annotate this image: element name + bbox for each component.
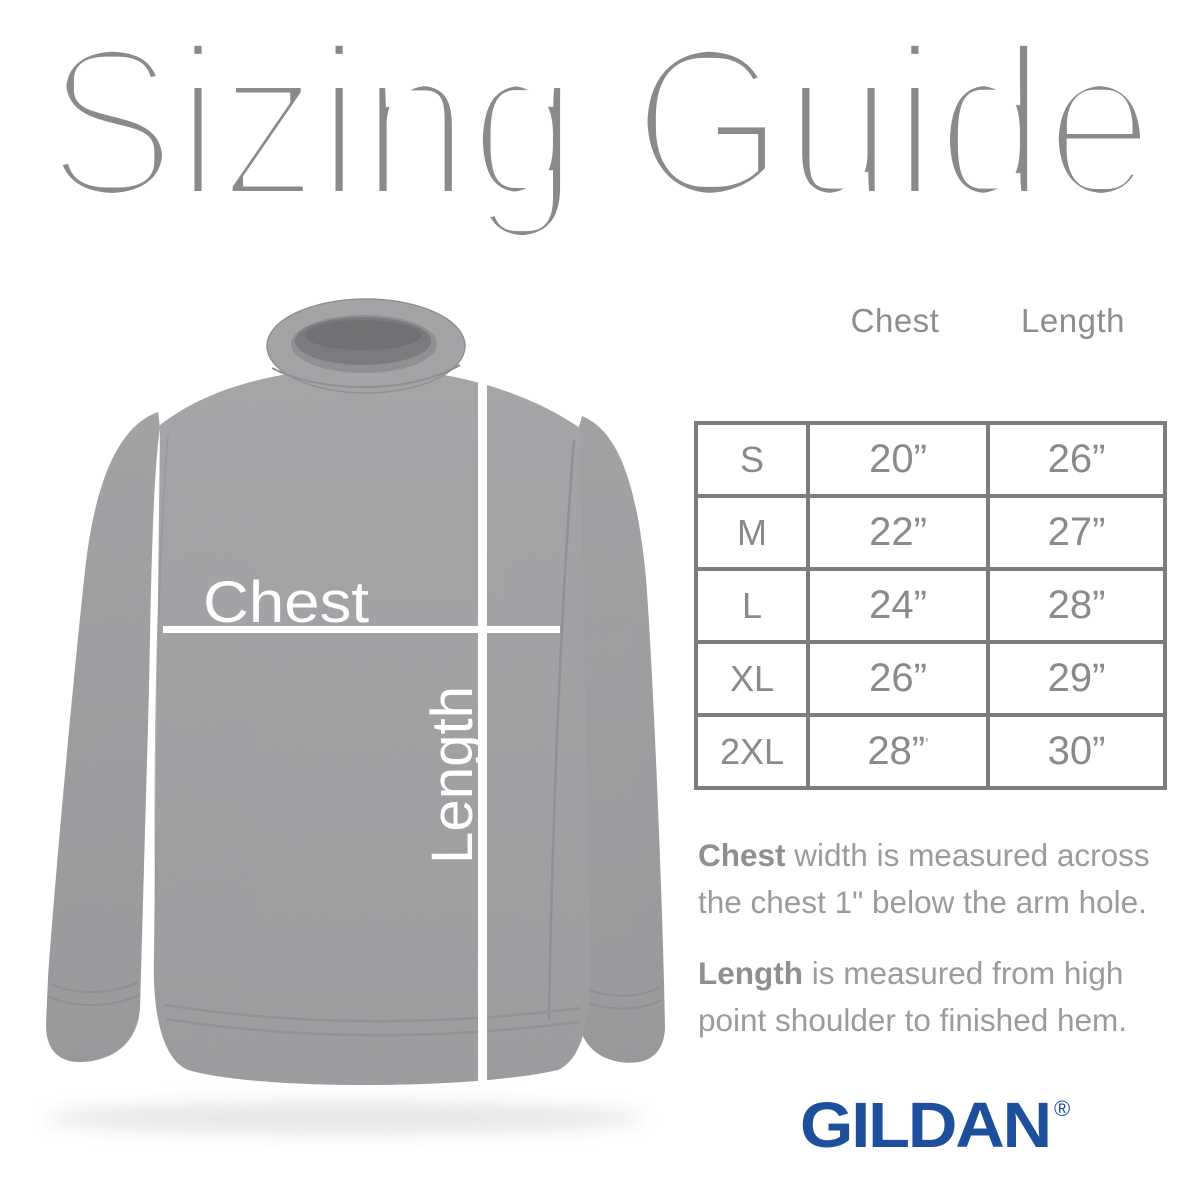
chest-value-text: 28” <box>867 729 926 773</box>
sweatshirt-illustration: Chest Length <box>45 298 665 1134</box>
chest-value: 26” <box>806 640 990 717</box>
table-row-s: S 20” 26” <box>694 421 1167 498</box>
brand-name: GILDAN <box>800 1090 1050 1161</box>
page-title-block: Sizing Guide <box>46 3 1154 242</box>
brand-logo: GILDAN ® <box>800 1090 1070 1161</box>
table-row-l: L 24” 28” <box>694 567 1167 644</box>
length-value: 26” <box>986 421 1167 498</box>
table-row-2xl: 2XL 28”’ 30” <box>694 713 1167 790</box>
length-note: Length is measured from high point should… <box>698 950 1200 1044</box>
size-label: 2XL <box>694 713 810 790</box>
length-value: 27” <box>986 494 1167 571</box>
chest-value: 22” <box>806 494 990 571</box>
length-value: 30” <box>986 713 1167 790</box>
chest-note-term: Chest <box>698 837 786 873</box>
size-table: S 20” 26” M 22” 27” L 24” 28” XL 26” 29”… <box>694 421 1167 790</box>
size-label: M <box>694 494 810 571</box>
size-label: S <box>694 421 810 498</box>
length-measure-line <box>478 345 487 1085</box>
length-value: 29” <box>986 640 1167 717</box>
column-header-length: Length <box>1021 302 1125 339</box>
length-note-line1: is measured from high <box>802 955 1124 991</box>
size-label: XL <box>694 640 810 717</box>
stray-mark: ’ <box>925 736 929 754</box>
length-note-line2: point shoulder to finished hem. <box>698 1002 1128 1038</box>
chest-value: 28”’ <box>806 713 990 790</box>
chest-value: 20” <box>806 421 990 498</box>
table-row-xl: XL 26” 29” <box>694 640 1167 717</box>
chest-note-line2: the chest 1" below the arm hole. <box>698 884 1147 920</box>
registered-mark-icon: ® <box>1054 1096 1070 1121</box>
chest-note: Chest width is measured across the chest … <box>698 832 1200 926</box>
measurement-notes: Chest width is measured across the chest … <box>698 832 1200 1068</box>
page-title: Sizing Guide <box>46 3 1154 242</box>
chest-value: 24” <box>806 567 990 644</box>
chest-note-line1: width is measured across <box>785 837 1150 873</box>
length-note-term: Length <box>698 955 803 991</box>
column-header-chest: Chest <box>850 302 940 339</box>
size-label: L <box>694 567 810 644</box>
chest-measure-line <box>163 626 560 633</box>
garment-shadow <box>45 1102 645 1134</box>
heather-texture <box>46 299 665 1085</box>
length-measure-label: Length <box>420 686 485 864</box>
length-value: 28” <box>986 567 1167 644</box>
chest-measure-label: Chest <box>203 570 369 635</box>
table-row-m: M 22” 27” <box>694 494 1167 571</box>
